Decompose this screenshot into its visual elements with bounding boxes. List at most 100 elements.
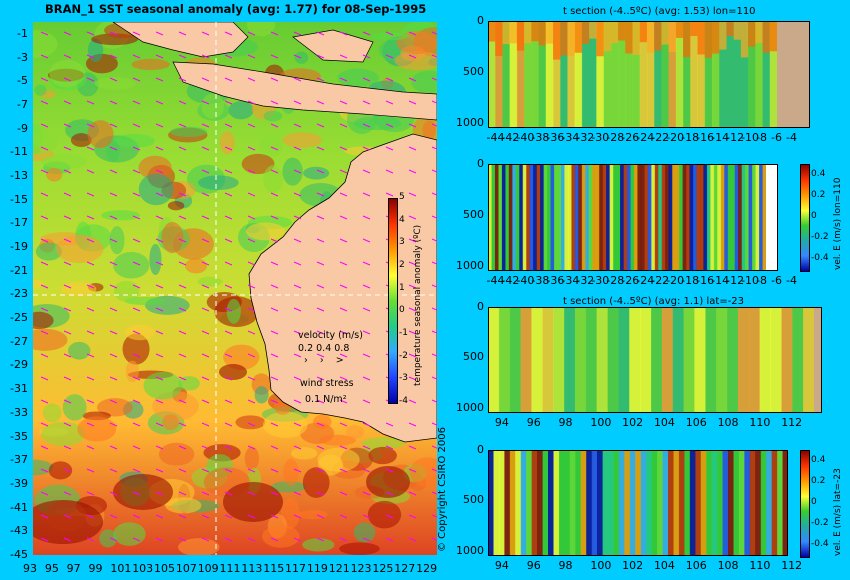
map-y-tick: -35	[0, 430, 28, 443]
section-surface-layer	[741, 21, 749, 57]
section-column	[669, 164, 673, 271]
map-colorbar-tick: 3	[399, 237, 405, 247]
anomaly-patch	[159, 443, 194, 466]
section-column	[686, 164, 690, 271]
section-surface-layer	[690, 21, 698, 36]
section-column	[544, 164, 548, 271]
section-column	[608, 450, 614, 556]
section-x-tick: 98	[559, 559, 573, 572]
section-column	[532, 450, 538, 556]
section-column	[491, 164, 495, 271]
section-column	[651, 307, 662, 413]
section-column	[537, 164, 541, 271]
anomaly-patch	[245, 447, 259, 470]
vel-colorbar-lat-label: vel. E (m/s) lat=-23	[833, 468, 843, 556]
section-column	[756, 164, 760, 271]
section-column	[752, 164, 756, 271]
section-x-tick: 96	[527, 559, 541, 572]
section-surface-layer	[510, 21, 518, 43]
anomaly-patch	[49, 60, 85, 88]
anomaly-patch	[246, 223, 285, 241]
section-x-tick: 94	[495, 416, 509, 429]
map-y-tick: -33	[0, 406, 28, 419]
section-column	[697, 164, 701, 271]
section-y-tick: 1000	[456, 401, 484, 414]
map-y-tick: -37	[0, 453, 28, 466]
anomaly-patch	[303, 467, 330, 498]
section-column	[585, 164, 589, 271]
section-x-tick: 102	[622, 559, 643, 572]
section-surface-layer	[661, 21, 669, 45]
anomaly-patch	[49, 461, 72, 479]
section-column	[548, 450, 554, 556]
section-column	[575, 307, 586, 413]
section-x-tick: -8	[756, 131, 767, 144]
map-y-tick: -25	[0, 311, 28, 324]
section-column	[744, 450, 750, 556]
section-column	[672, 164, 676, 271]
section-column	[618, 307, 629, 413]
map-colorbar-tick: -2	[399, 351, 408, 361]
map-y-tick: -15	[0, 193, 28, 206]
section-column	[676, 164, 680, 271]
section-column	[803, 307, 814, 413]
section-column	[589, 164, 593, 271]
section-column	[613, 450, 619, 556]
anomaly-patch	[46, 168, 62, 182]
vel-colorbar-tick: 0.4	[811, 169, 825, 179]
copyright-label: © Copyright CSIRO 2006	[437, 427, 448, 552]
anomaly-patch	[149, 244, 161, 275]
section-column	[684, 450, 690, 556]
section-column	[781, 307, 792, 413]
section-column	[542, 307, 553, 413]
vel-colorbar-tick: 0.2	[811, 476, 825, 486]
section-x-tick: 112	[781, 559, 802, 572]
section-column	[570, 450, 576, 556]
anomaly-patch	[235, 415, 265, 429]
anomaly-patch	[144, 372, 183, 400]
section-column	[658, 164, 662, 271]
section-x-tick: 104	[654, 559, 675, 572]
t-section-lon-plot	[488, 21, 810, 128]
section-x-tick: 94	[495, 559, 509, 572]
map-x-tick: 127	[394, 562, 415, 575]
section-y-tick: 1000	[456, 116, 484, 129]
section-surface-layer	[539, 21, 547, 46]
section-column	[510, 307, 521, 413]
section-column	[738, 307, 749, 413]
section-column	[733, 450, 739, 556]
section-column	[586, 307, 597, 413]
section-column	[547, 164, 551, 271]
map-colorbar-tick: 2	[399, 260, 405, 270]
map-x-tick: 103	[132, 562, 153, 575]
map-y-tick: -9	[0, 122, 28, 135]
map-y-tick: -19	[0, 240, 28, 253]
anomaly-patch	[220, 131, 235, 154]
section-column	[578, 164, 582, 271]
section-x-tick: 110	[749, 416, 770, 429]
section-column	[559, 450, 565, 556]
section-column	[617, 164, 621, 271]
velocity-legend-scale: 0.2 0.4 0.8	[298, 343, 349, 354]
section-x-tick: 110	[749, 559, 770, 572]
section-column	[537, 450, 543, 556]
anomaly-patch	[170, 127, 207, 137]
section-column	[646, 450, 652, 556]
section-column	[731, 164, 735, 271]
anomaly-patch	[33, 118, 48, 147]
section-y-tick: 500	[456, 65, 484, 78]
section-column	[693, 164, 697, 271]
section-column	[515, 450, 521, 556]
anomaly-patch	[125, 325, 155, 341]
section-column	[613, 164, 617, 271]
section-column	[705, 307, 716, 413]
section-column	[564, 307, 575, 413]
section-column	[502, 164, 506, 271]
map-y-tick: -17	[0, 216, 28, 229]
anomaly-patch	[262, 525, 300, 547]
anomaly-patch	[317, 448, 359, 472]
section-column	[516, 164, 520, 271]
section-column	[597, 307, 608, 413]
anomaly-patch	[302, 538, 334, 551]
anomaly-patch	[168, 201, 185, 210]
